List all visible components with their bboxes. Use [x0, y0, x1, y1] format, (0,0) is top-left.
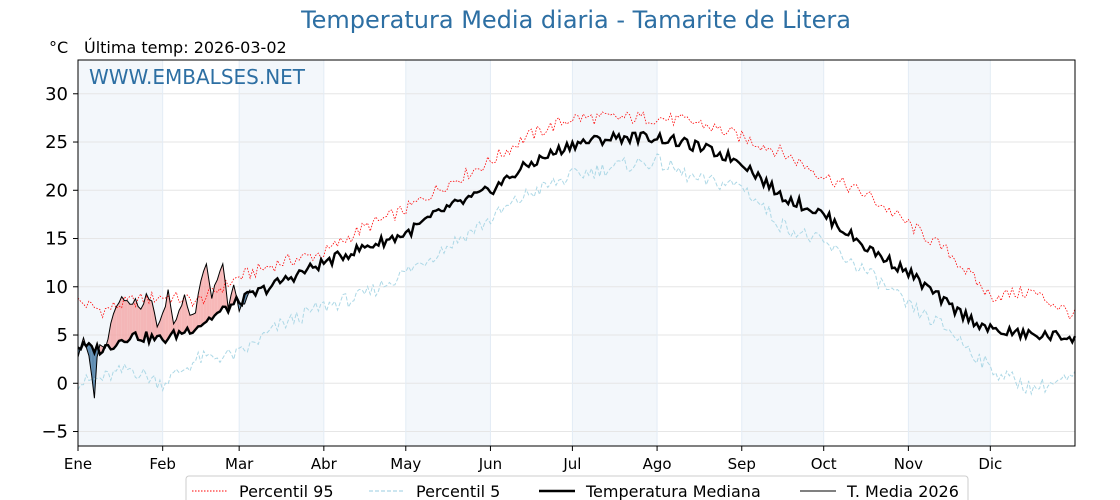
month-band	[405, 60, 491, 446]
warm-anomaly-fill	[140, 303, 144, 342]
warm-anomaly-fill	[211, 285, 215, 320]
y-tick-label: 0	[57, 373, 68, 394]
series-mediana-line	[77, 130, 1077, 357]
series-percentil-95-line	[77, 111, 1076, 320]
warm-anomaly-fill	[149, 299, 152, 343]
warm-anomaly-fill	[143, 293, 147, 342]
y-tick-label: 30	[45, 84, 68, 105]
month-bands	[78, 60, 991, 446]
warm-anomaly-fill	[116, 302, 119, 346]
warm-anomaly-fill	[157, 321, 160, 337]
warm-anomaly-fill	[230, 284, 234, 305]
legend-label: Temperatura Mediana	[585, 482, 761, 500]
x-tick-label: Ene	[64, 455, 92, 473]
warm-anomaly-fill	[195, 294, 199, 330]
month-band	[908, 60, 991, 446]
warm-anomaly-fill	[214, 279, 218, 316]
warm-anomaly-fill	[146, 293, 150, 343]
series-percentil-5-line	[77, 153, 1076, 396]
warm-anomaly-fill	[189, 314, 193, 334]
warm-anomaly-fill	[192, 312, 196, 333]
y-tick-label: 15	[45, 229, 68, 250]
y-axis-ticks: −5 0 5 10 15 20 25 30	[41, 84, 78, 443]
warm-anomaly-fill	[127, 300, 130, 342]
plot-frame	[77, 59, 1076, 447]
warm-anomaly-fill	[200, 271, 204, 327]
x-tick-label: Sep	[728, 455, 756, 473]
warm-anomaly-fill	[138, 306, 141, 341]
warm-anomaly-fill	[154, 312, 158, 340]
chart-title: Temperatura Media diaria - Tamarite de L…	[301, 6, 851, 34]
x-tick-label: Dic	[978, 455, 1002, 473]
y-tick-label: −5	[41, 422, 68, 443]
legend: Percentil 95 Percentil 5 Temperatura Media…	[185, 475, 969, 500]
month-band	[741, 60, 824, 446]
warm-anomaly-fill	[113, 306, 117, 349]
y-tick-label: 25	[45, 132, 68, 153]
warm-anomaly-fill	[222, 263, 226, 307]
month-band	[78, 60, 163, 446]
warm-anomaly-fill	[132, 298, 136, 335]
warm-anomaly-fill	[203, 263, 207, 324]
x-tick-label: Jun	[478, 455, 502, 473]
warm-anomaly-fill	[129, 304, 133, 340]
y-tick-label: 10	[45, 277, 68, 298]
x-tick-label: Nov	[894, 455, 923, 473]
x-tick-label: Feb	[149, 455, 176, 473]
month-band	[239, 60, 324, 446]
legend-box	[185, 475, 969, 500]
warm-anomaly-fill	[118, 296, 122, 341]
watermark: WWW.EMBALSES.NET	[89, 65, 306, 89]
unit-label: °C	[49, 38, 69, 57]
x-tick-label: Mar	[225, 455, 254, 473]
x-tick-label: Abr	[311, 455, 338, 473]
warm-anomaly-fill	[179, 305, 182, 334]
legend-label: T. Media 2026	[846, 482, 959, 500]
x-axis-ticks: Ene Feb Mar Abr May Jun Jul Ago Sep Oct Nov Dic	[64, 446, 1002, 473]
cold-anomaly-fill	[91, 346, 95, 399]
anomaly-fills	[78, 263, 251, 399]
series-lines	[77, 111, 1077, 399]
x-tick-label: May	[390, 455, 421, 473]
y-tick-label: 20	[45, 180, 68, 201]
legend-label: Percentil 5	[416, 482, 500, 500]
x-tick-label: Ago	[643, 455, 672, 473]
x-tick-label: Jul	[562, 455, 581, 473]
series-2026-line	[77, 261, 251, 399]
warm-anomaly-fill	[121, 296, 125, 342]
y-tick-label: 5	[57, 325, 68, 346]
warm-anomaly-fill	[135, 298, 139, 340]
month-band	[572, 60, 658, 446]
legend-label: Percentil 95	[239, 482, 334, 500]
warm-anomaly-fill	[209, 281, 212, 320]
warm-anomaly-fill	[168, 289, 171, 339]
warm-anomaly-fill	[217, 271, 221, 313]
warm-anomaly-fill	[124, 300, 128, 342]
x-tick-label: Oct	[811, 455, 837, 473]
last-temp-label: Última temp: 2026-03-02	[84, 38, 287, 57]
warm-anomaly-fill	[220, 263, 223, 312]
warm-anomaly-fill	[162, 306, 166, 343]
